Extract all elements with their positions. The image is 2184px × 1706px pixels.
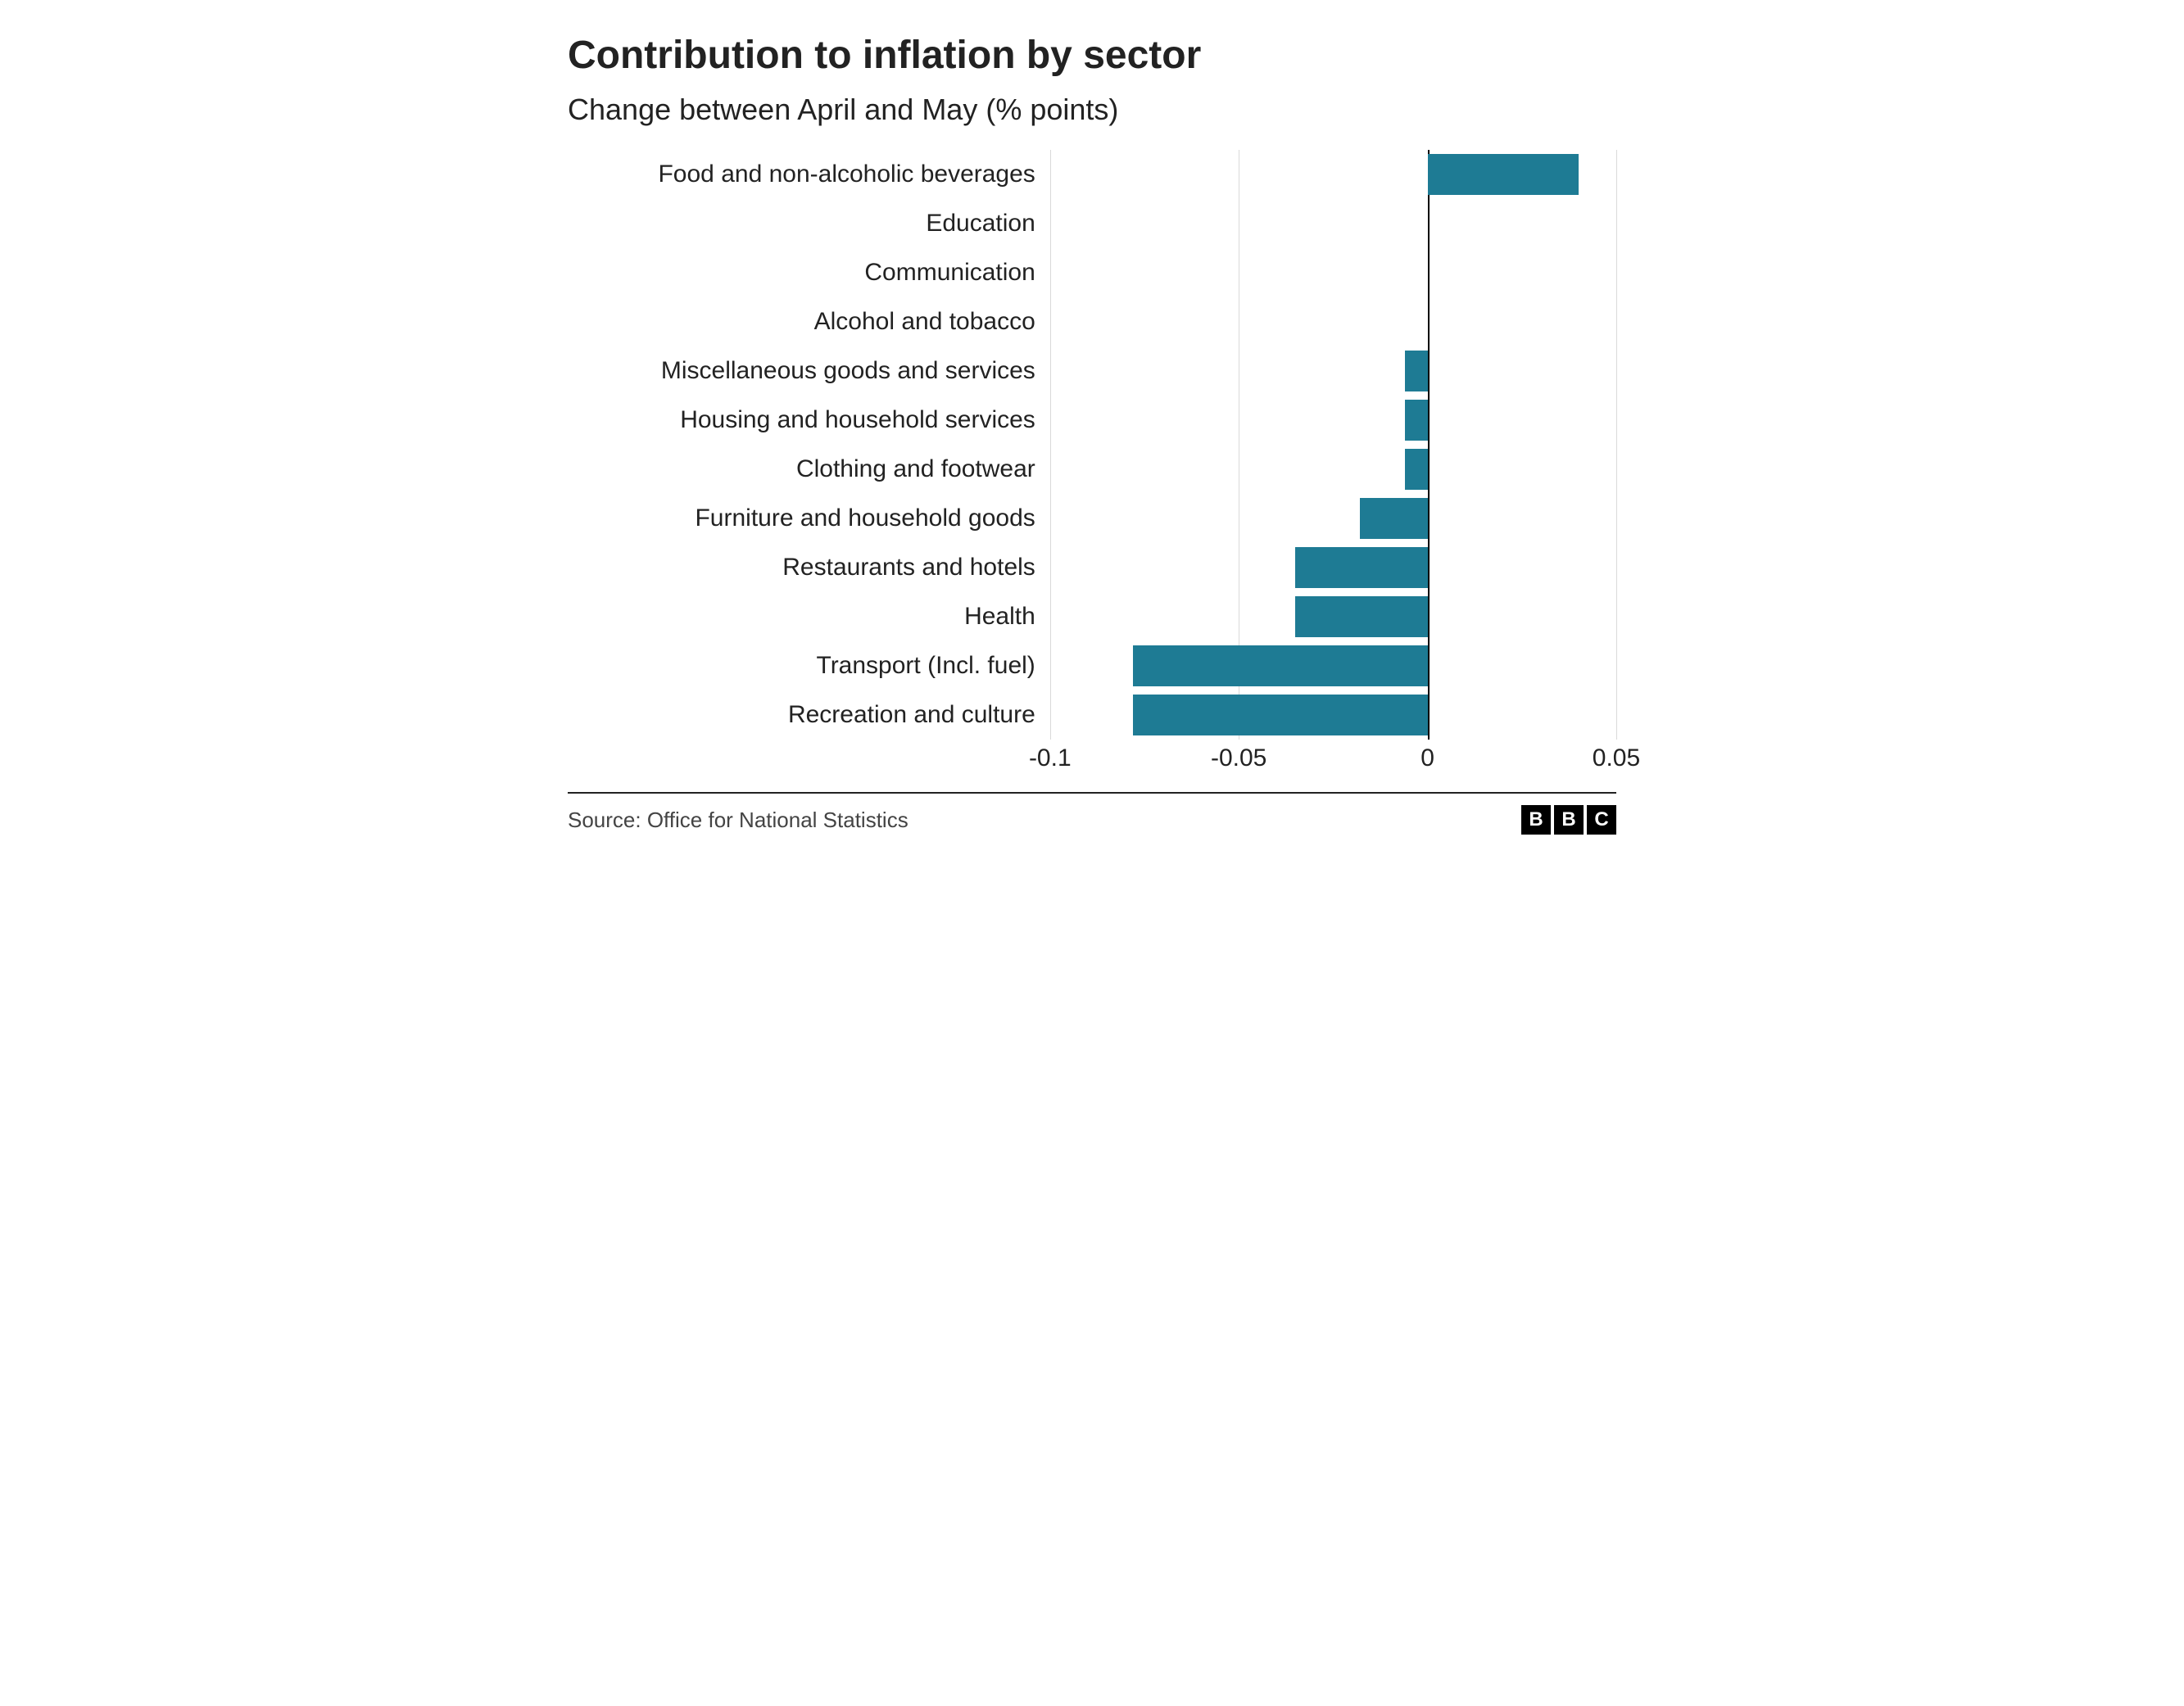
x-axis-ticks: -0.1-0.0500.05 [1050, 744, 1616, 777]
category-label: Housing and household services [568, 406, 1050, 434]
plot-area: Food and non-alcoholic beverages Educatio… [568, 150, 1616, 740]
category-label: Miscellaneous goods and services [568, 357, 1050, 385]
bar [1133, 645, 1427, 686]
bar-cell [1050, 346, 1616, 396]
source-text: Source: Office for National Statistics [568, 808, 908, 833]
category-label: Communication [568, 259, 1050, 287]
chart-row: Communication [568, 248, 1616, 297]
bar-cell [1050, 494, 1616, 543]
bar-cell [1050, 690, 1616, 740]
chart-row: Miscellaneous goods and services [568, 346, 1616, 396]
bar-cell [1050, 641, 1616, 690]
bar-cell [1050, 592, 1616, 641]
chart-row: Transport (Incl. fuel) [568, 641, 1616, 690]
bar [1360, 498, 1428, 539]
bar-cell [1050, 396, 1616, 445]
bar [1133, 695, 1427, 735]
chart-row: Housing and household services [568, 396, 1616, 445]
chart-row: Recreation and culture [568, 690, 1616, 740]
bar-cell [1050, 248, 1616, 297]
chart-footer: Source: Office for National Statistics B… [568, 792, 1616, 835]
category-label: Food and non-alcoholic beverages [568, 161, 1050, 188]
tick-label: -0.05 [1211, 744, 1266, 772]
category-label: Furniture and household goods [568, 505, 1050, 532]
chart-row: Education [568, 199, 1616, 248]
category-label: Alcohol and tobacco [568, 308, 1050, 336]
category-label: Education [568, 210, 1050, 238]
bar-cell [1050, 199, 1616, 248]
chart-subtitle: Change between April and May (% points) [568, 93, 1616, 127]
category-label: Health [568, 603, 1050, 631]
chart-row: Furniture and household goods [568, 494, 1616, 543]
bar [1405, 351, 1428, 391]
chart-container: Contribution to inflation by sector Chan… [568, 33, 1616, 835]
chart-title: Contribution to inflation by sector [568, 33, 1616, 78]
chart-row: Food and non-alcoholic beverages [568, 150, 1616, 199]
chart-row: Health [568, 592, 1616, 641]
bbc-logo-letter: B [1521, 805, 1551, 835]
tick-label: 0 [1421, 744, 1434, 772]
tick-label: 0.05 [1593, 744, 1640, 772]
tick-label: -0.1 [1029, 744, 1072, 772]
chart-row: Alcohol and tobacco [568, 297, 1616, 346]
bar-cell [1050, 297, 1616, 346]
bar [1295, 596, 1427, 637]
bar-cell [1050, 150, 1616, 199]
category-label: Transport (Incl. fuel) [568, 652, 1050, 680]
category-label: Restaurants and hotels [568, 554, 1050, 581]
bar [1405, 400, 1428, 441]
bar-cell [1050, 543, 1616, 592]
bbc-logo-letter: C [1587, 805, 1616, 835]
chart-row: Clothing and footwear [568, 445, 1616, 494]
chart-row: Restaurants and hotels [568, 543, 1616, 592]
bar [1405, 449, 1428, 490]
bbc-logo: BBC [1521, 805, 1616, 835]
category-label: Clothing and footwear [568, 455, 1050, 483]
bar-cell [1050, 445, 1616, 494]
category-label: Recreation and culture [568, 701, 1050, 729]
bbc-logo-letter: B [1554, 805, 1584, 835]
bar [1295, 547, 1427, 588]
gridline [1616, 150, 1617, 740]
bar [1428, 154, 1579, 195]
x-axis: -0.1-0.0500.05 [568, 744, 1616, 777]
